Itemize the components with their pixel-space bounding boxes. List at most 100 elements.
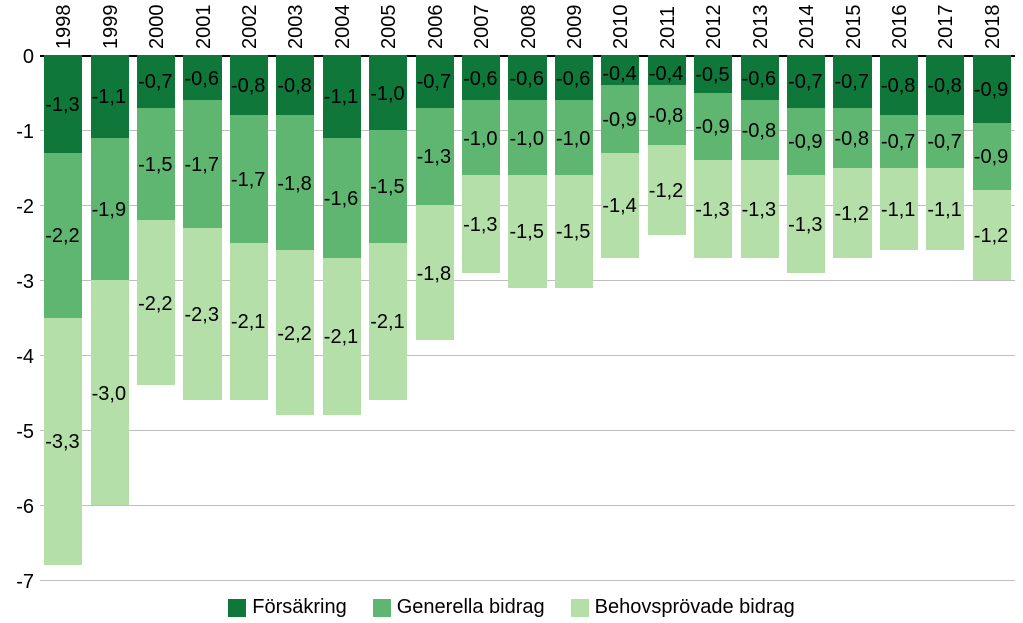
x-tick-label: 2001 [193,5,216,50]
bar-value-label: -1,3 [463,214,497,237]
legend-label: Generella bidrag [397,596,545,619]
bar-value-label: -1,5 [370,176,404,199]
bar-value-label: -1,9 [92,199,126,222]
bar-value-label: -0,7 [927,131,961,154]
bar-value-label: -0,7 [788,71,822,94]
bar-value-label: -1,3 [742,199,776,222]
bar-value-label: -1,7 [231,169,265,192]
bar-group: -0,4-0,8-1,2 [648,55,686,580]
bar-value-label: -1,2 [974,225,1008,248]
bar-value-label: -0,8 [277,75,311,98]
bar-value-label: -1,5 [556,221,590,244]
bar-group: -0,8-0,7-1,1 [926,55,964,580]
bar-value-label: -0,9 [974,79,1008,102]
x-tick-label: 2016 [889,5,912,50]
x-tick-label: 2004 [332,5,355,50]
bar-value-label: -0,8 [742,120,776,143]
x-tick-label: 2003 [285,5,308,50]
bar-group: -0,5-0,9-1,3 [694,55,732,580]
bar-value-label: -0,5 [695,64,729,87]
bar-group: -0,6 -1,7 -2,3 [183,55,221,580]
legend-swatch [571,599,589,617]
bar-value-label: -0,7 [417,71,451,94]
legend-swatch [373,599,391,617]
x-tick-label: 2008 [518,5,541,50]
bar-value-label: -1,0 [509,128,543,151]
x-tick-label: 2013 [750,5,773,50]
bar-value-label: -0,8 [649,105,683,128]
bar-value-label: -2,3 [184,304,218,327]
bar-value-label: -0,9 [602,109,636,132]
bar-group: -1,1-1,9-3,0 [91,55,129,580]
bar-group: -1,3-2,2-3,3 [44,55,82,580]
bar-value-label: -1,5 [138,154,172,177]
x-tick-label: 2014 [796,5,819,50]
bar-value-label: -1,5 [509,221,543,244]
x-tick-label: 2015 [843,5,866,50]
bar-value-label: -3,3 [45,431,79,454]
bar-value-label: -0,6 [463,68,497,91]
x-tick-label: 2011 [657,6,680,49]
legend: Försäkring Generella bidrag Behovsprövad… [0,596,1023,619]
bar-group: -0,6-1,0-1,5 [508,55,546,580]
bar-value-label: -1,4 [602,195,636,218]
x-tick-label: 2000 [146,5,169,50]
legend-item-forsakring: Försäkring [228,596,346,619]
x-tick-label: 2005 [378,5,401,50]
bar-group: -0,9-0,9-1,2 [973,55,1011,580]
bar-group: -0,8 -1,8 -2,2 [276,55,314,580]
bar-value-label: -1,6 [324,188,358,211]
bar-value-label: -0,8 [231,75,265,98]
bar-value-label: -0,6 [742,68,776,91]
bar-value-label: -0,6 [184,68,218,91]
bar-value-label: -0,4 [649,63,683,86]
y-tick-label: -4 [0,346,34,369]
legend-item-generella: Generella bidrag [373,596,545,619]
bar-value-label: -0,7 [834,71,868,94]
x-tick-label: 2017 [935,5,958,50]
y-tick-label: -6 [0,496,34,519]
bar-value-label: -0,7 [138,71,172,94]
x-tick-label: 2010 [610,5,633,50]
bar-value-label: -3,0 [92,383,126,406]
legend-label: Behovsprövade bidrag [595,596,795,619]
bar-group: -0,7-1,3-1,8 [416,55,454,580]
y-tick-label: -5 [0,421,34,444]
legend-label: Försäkring [252,596,346,619]
stacked-bar-chart: 0 -1 -2 -3 -4 -5 -6 -7 -1,3-2,2-3,3-1,1-… [0,0,1023,623]
x-tick-label: 1999 [100,5,123,50]
bar-value-label: -2,1 [324,326,358,349]
bar-value-label: -2,2 [138,293,172,316]
bar-value-label: -1,3 [695,199,729,222]
bar-value-label: -1,2 [834,203,868,226]
bars-container: -1,3-2,2-3,3-1,1-1,9-3,0-0,7-1,5-2,2-0,6… [40,55,1015,580]
bar-value-label: -2,1 [370,311,404,334]
bar-value-label: -1,8 [417,263,451,286]
bar-value-label: -1,3 [788,214,822,237]
bar-value-label: -1,0 [370,83,404,106]
bar-group: -0,8 -1,7 -2,1 [230,55,268,580]
bar-value-label: -2,2 [277,323,311,346]
bar-value-label: -0,6 [556,68,590,91]
x-tick-label: 2007 [471,5,494,50]
y-tick-label: -2 [0,196,34,219]
bar-group: -1,1-1,6-2,1 [323,55,361,580]
bar-value-label: -0,8 [834,128,868,151]
bar-value-label: -2,1 [231,311,265,334]
x-tick-label: 2018 [982,5,1005,50]
bar-value-label: -1,0 [556,128,590,151]
bar-value-label: -1,8 [277,173,311,196]
bar-value-label: -1,1 [881,199,915,222]
bar-value-label: -0,4 [602,63,636,86]
bar-value-label: -1,7 [184,154,218,177]
bar-value-label: -1,3 [45,94,79,117]
bar-value-label: -1,1 [927,199,961,222]
bar-group: -0,6 -1,0 -1,5 [555,55,593,580]
bar-value-label: -0,8 [881,75,915,98]
bar-group: -0,7 -0,8 -1,2 [833,55,871,580]
x-tick-label: 2012 [703,5,726,50]
bar-group: -0,6 -0,8 -1,3 [741,55,779,580]
bar-group: -0,8-0,7-1,1 [880,55,918,580]
bar-group: -0,7 -1,5 -2,2 [137,55,175,580]
y-tick-label: -7 [0,571,34,594]
